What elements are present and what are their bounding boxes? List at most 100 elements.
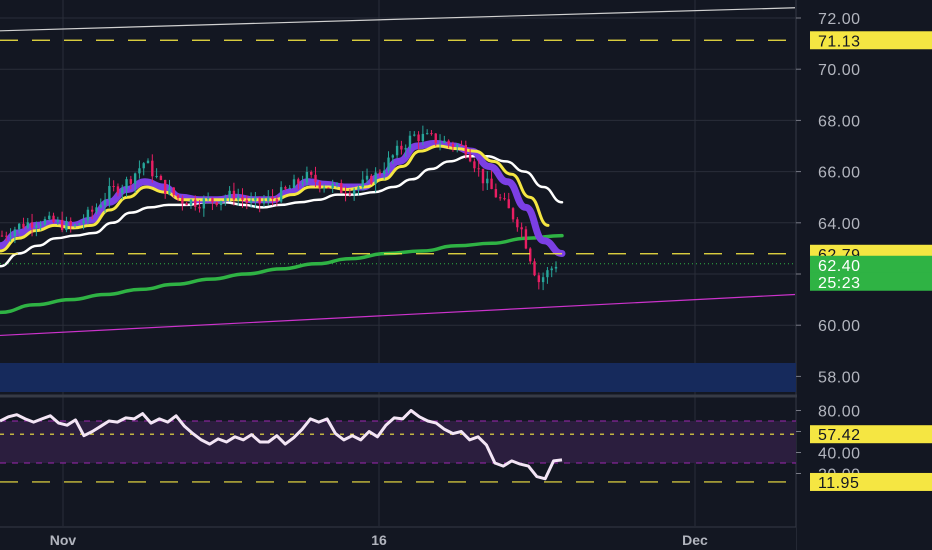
candle-body <box>155 175 158 177</box>
candle-body <box>438 142 442 144</box>
price-tick-label: 70.00 <box>818 62 861 79</box>
candle-body <box>314 174 317 182</box>
candle-body <box>43 219 47 225</box>
candle-body <box>494 189 498 198</box>
candle-body <box>477 168 480 170</box>
candle-body <box>95 207 98 212</box>
candle-body <box>460 144 463 146</box>
candle-body <box>86 209 90 221</box>
candle-body <box>237 196 240 200</box>
candle-body <box>537 275 541 283</box>
candle-body <box>52 215 55 222</box>
candle-body <box>357 187 360 190</box>
candle-body <box>400 145 403 150</box>
candle-body <box>503 198 506 200</box>
candle-body <box>413 134 416 136</box>
candle-body <box>365 175 369 180</box>
level-tag-71-13[interactable]: 71.13 <box>818 33 861 50</box>
oscillator-tag-57-42[interactable]: 57.42 <box>818 427 861 444</box>
candle-body <box>417 134 420 142</box>
candle-body <box>529 248 532 262</box>
upper-trendline[interactable] <box>0 7 796 32</box>
candle-body <box>481 168 485 184</box>
candle-body <box>404 147 407 150</box>
price-levels[interactable] <box>0 39 796 265</box>
candle-body <box>352 189 356 195</box>
last-price-tag[interactable]: 62.40 <box>818 258 861 275</box>
candle-body <box>0 235 4 237</box>
candle-body <box>279 187 283 202</box>
candle-body <box>65 220 68 231</box>
time-tick-label: Nov <box>50 532 77 548</box>
candle-body <box>56 219 60 222</box>
candle-body <box>69 220 72 226</box>
candle-body <box>90 209 94 212</box>
candle-body <box>163 179 167 194</box>
price-tick-label: 58.00 <box>818 369 861 386</box>
candle-body <box>498 197 502 199</box>
candle-body <box>176 194 180 199</box>
time-tick-label: Dec <box>682 532 708 548</box>
oscillator-line <box>0 409 563 481</box>
candle-body <box>5 235 8 237</box>
candle-body <box>168 187 171 194</box>
candle-body <box>451 143 455 148</box>
candle-body <box>378 172 382 175</box>
candle-body <box>22 223 25 228</box>
candle-body <box>112 186 115 188</box>
candle-body <box>9 236 12 238</box>
candle-body <box>142 163 145 169</box>
candle-body <box>35 225 38 228</box>
candle-body <box>464 145 468 155</box>
candle-body <box>456 144 459 148</box>
candle-body <box>322 187 326 189</box>
price-axis[interactable]: 72.00 70.00 68.00 66.00 64.00 60.00 58.00 80.00… <box>796 0 932 550</box>
candle-body <box>181 198 184 204</box>
candle-body <box>361 179 364 188</box>
oscillator-tick-label: 80.00 <box>818 404 861 421</box>
oscillator-tag-57-42-bg <box>810 425 932 444</box>
candle-body <box>13 229 17 237</box>
oscillator-tag-11-95[interactable]: 11.95 <box>818 475 859 492</box>
candle-body <box>327 187 330 189</box>
ema-yellow <box>0 144 550 253</box>
candle-body <box>39 224 42 226</box>
lower-trendline[interactable] <box>0 293 796 337</box>
candle-body <box>198 206 201 209</box>
candle-body <box>430 133 433 135</box>
trendlines[interactable] <box>0 7 796 337</box>
candle-body <box>520 227 523 230</box>
candle-body <box>288 187 291 189</box>
candle-body <box>224 197 227 201</box>
candle-body <box>284 187 287 189</box>
candle-body <box>516 219 519 228</box>
candle-body <box>408 135 412 148</box>
countdown-tag[interactable]: 25:23 <box>818 275 861 292</box>
candle-body <box>550 268 553 271</box>
candle-body <box>554 266 558 269</box>
ema-green <box>0 233 564 315</box>
candle-body <box>258 197 261 204</box>
candle-body <box>121 188 124 194</box>
oscillator-tick-label: 40.00 <box>818 446 861 463</box>
candle-body <box>232 190 236 200</box>
candle-body <box>473 161 476 169</box>
candle-body <box>17 223 21 230</box>
candle-body <box>48 215 51 220</box>
time-axis[interactable]: Nov 16 Dec <box>0 526 796 550</box>
oscillator-band <box>0 421 796 463</box>
candle-body <box>507 199 510 209</box>
candle-body <box>275 199 279 202</box>
candle-body <box>340 183 343 193</box>
candle-body <box>185 203 188 206</box>
candle-body <box>335 183 339 185</box>
candle-body <box>215 202 218 206</box>
candle-body <box>228 190 231 198</box>
candle-body <box>395 145 399 156</box>
candle-body <box>297 179 300 184</box>
candle-body <box>241 196 244 200</box>
countdown-tag-bg <box>810 272 932 291</box>
candle-body <box>546 270 549 278</box>
